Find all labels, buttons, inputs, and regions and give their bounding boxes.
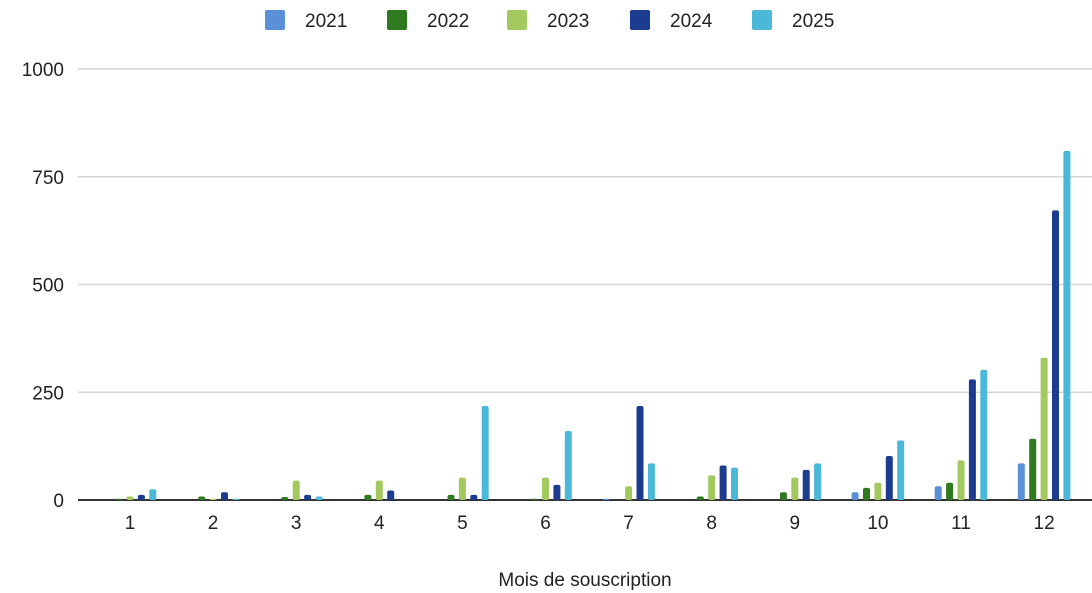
bar-2023-month-3 — [292, 480, 300, 500]
bar-2023-month-12 — [1040, 357, 1048, 500]
y-tick-label: 0 — [53, 491, 64, 512]
bar-2025-month-3 — [315, 496, 323, 500]
bar-2024-month-7 — [636, 406, 644, 500]
bar-2024-month-11 — [968, 379, 976, 500]
x-tick-label: 5 — [457, 513, 468, 534]
legend: 2021 2022 2023 2024 2025 — [265, 10, 834, 32]
bar-2023-month-6 — [542, 477, 549, 500]
bar-2024-month-1 — [137, 494, 145, 500]
bar-2023-month-11 — [957, 460, 965, 500]
bar-2025-month-2 — [232, 498, 240, 500]
x-tick-label: 1 — [125, 513, 136, 534]
y-axis-ticks: 0 250 500 750 1000 — [22, 60, 64, 512]
y-tick-label: 1000 — [22, 60, 64, 81]
bar-2024-month-8 — [719, 465, 727, 500]
bar-2021-month-10 — [851, 492, 859, 500]
bar-2025-month-11 — [980, 369, 988, 500]
bar-2023-month-2 — [209, 498, 217, 500]
bar-2022-month-3 — [281, 496, 289, 500]
legend-item-2024[interactable]: 2024 — [630, 10, 713, 32]
bar-2024-month-4 — [387, 490, 395, 500]
bar-2025-month-1 — [149, 489, 157, 500]
legend-item-2022[interactable]: 2022 — [387, 10, 469, 32]
y-tick-label: 500 — [32, 276, 64, 297]
bar-2021-month-11 — [934, 486, 942, 500]
bar-2022-month-8 — [696, 496, 704, 500]
bar-2024-month-10 — [885, 456, 893, 500]
legend-swatch — [507, 10, 527, 30]
bar-2023-month-4 — [375, 480, 383, 500]
bar-2023-month-8 — [708, 475, 716, 500]
bar-2022-month-10 — [863, 487, 870, 500]
bar-2025-month-9 — [814, 463, 822, 500]
y-tick-label: 750 — [32, 168, 64, 189]
bars — [115, 150, 1071, 501]
x-tick-label: 9 — [790, 513, 801, 534]
bar-2022-month-11 — [946, 482, 954, 500]
x-tick-label: 3 — [291, 513, 302, 534]
legend-swatch — [265, 10, 285, 30]
bar-2025-month-10 — [897, 440, 905, 500]
bar-2025-month-7 — [647, 463, 655, 500]
legend-swatch — [630, 10, 650, 30]
legend-item-2023[interactable]: 2023 — [507, 10, 589, 32]
legend-swatch — [387, 10, 407, 30]
bar-2025-month-5 — [481, 406, 489, 500]
bar-2022-month-12 — [1029, 438, 1037, 500]
legend-item-2025[interactable]: 2025 — [752, 10, 834, 32]
bar-2024-month-3 — [304, 494, 312, 500]
bar-2024-month-12 — [1052, 210, 1059, 501]
bar-2024-month-2 — [221, 492, 228, 500]
x-tick-label: 4 — [374, 513, 385, 534]
x-axis-ticks: 1 2 3 4 5 6 7 8 9 10 11 12 — [125, 513, 1055, 534]
bar-2021-month-7 — [602, 498, 610, 500]
bar-2024-month-6 — [553, 484, 561, 500]
bar-2021-month-12 — [1017, 463, 1025, 500]
bar-2025-month-12 — [1063, 150, 1071, 500]
legend-item-2021[interactable]: 2021 — [265, 10, 347, 32]
legend-label: 2024 — [670, 11, 713, 32]
x-axis-title: Mois de souscription — [498, 570, 671, 591]
bar-2025-month-6 — [564, 431, 572, 500]
x-tick-label: 7 — [623, 513, 634, 534]
bar-2024-month-5 — [470, 494, 478, 500]
bar-2022-month-5 — [447, 494, 455, 500]
x-tick-label: 6 — [540, 513, 551, 534]
gridlines — [78, 68, 1092, 501]
bar-2023-month-1 — [126, 496, 134, 500]
x-tick-label: 2 — [208, 513, 219, 534]
x-tick-label: 8 — [706, 513, 717, 534]
bar-2022-month-1 — [115, 498, 123, 500]
bar-2023-month-7 — [625, 486, 633, 500]
bar-2022-month-9 — [779, 492, 787, 500]
bar-2025-month-8 — [731, 467, 738, 500]
y-tick-label: 250 — [32, 383, 64, 404]
legend-label: 2025 — [792, 11, 834, 32]
bar-2022-month-4 — [364, 494, 372, 500]
bar-2022-month-6 — [530, 498, 538, 500]
bar-2023-month-5 — [458, 477, 466, 500]
x-tick-label: 11 — [951, 513, 971, 534]
bar-2022-month-2 — [198, 496, 206, 500]
legend-label: 2023 — [547, 11, 589, 32]
bar-2024-month-9 — [802, 469, 810, 500]
legend-label: 2022 — [427, 11, 469, 32]
x-tick-label: 10 — [867, 513, 888, 534]
bar-2023-month-9 — [791, 477, 799, 500]
bar-2023-month-10 — [874, 482, 882, 500]
x-tick-label: 12 — [1034, 513, 1055, 534]
legend-label: 2021 — [305, 11, 347, 32]
legend-swatch — [752, 10, 772, 30]
